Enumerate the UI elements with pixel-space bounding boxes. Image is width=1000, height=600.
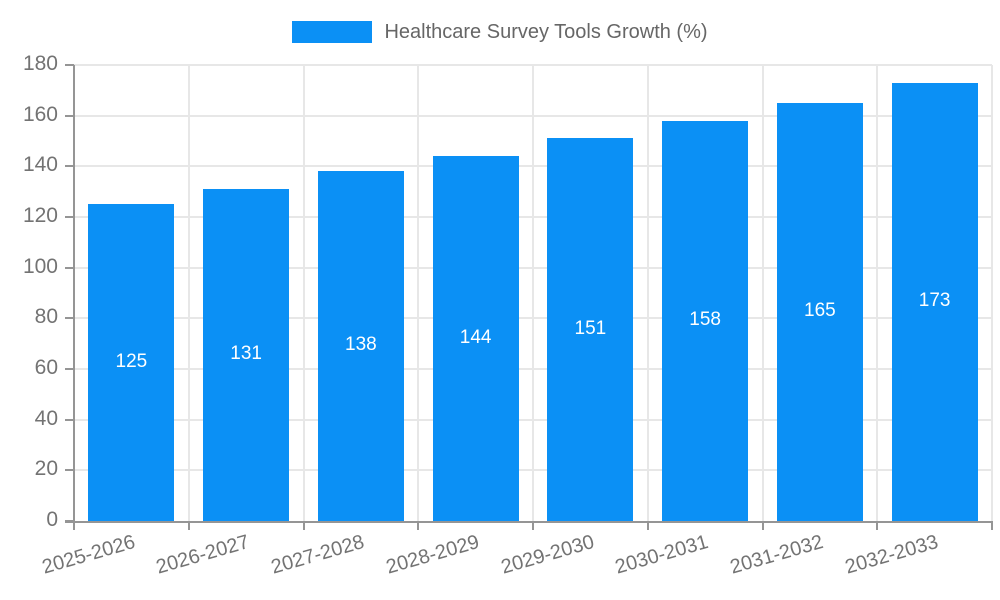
x-gridline — [532, 65, 534, 521]
y-axis-tick-label: 140 — [22, 153, 58, 177]
bar-value-label: 158 — [689, 308, 721, 330]
y-axis-tick — [65, 216, 74, 218]
x-gridline — [302, 65, 305, 521]
y-axis-tick — [65, 64, 74, 66]
x-axis-tick-label: 2030-2031 — [613, 531, 712, 579]
y-axis-tick — [65, 317, 74, 320]
x-axis-tick — [991, 521, 993, 530]
bar[interactable] — [776, 103, 863, 521]
bar[interactable] — [317, 171, 404, 521]
bar-value-label: 125 — [115, 350, 148, 372]
bar[interactable] — [547, 138, 634, 521]
x-axis-tick-label: 2031-2032 — [727, 531, 826, 579]
y-axis-line — [73, 65, 75, 530]
y-axis-tick — [65, 165, 74, 168]
x-axis-tick — [302, 521, 305, 530]
bar[interactable] — [432, 156, 519, 521]
bar[interactable] — [891, 82, 978, 521]
bar-value-label: 173 — [918, 289, 951, 311]
x-axis-line — [65, 521, 992, 523]
bar[interactable] — [88, 204, 175, 521]
y-axis-tick-label: 180 — [22, 52, 58, 75]
bar-value-label: 131 — [230, 343, 262, 365]
x-axis-tick — [417, 521, 420, 530]
y-axis-tick-label: 80 — [34, 305, 58, 329]
legend-swatch — [292, 21, 373, 43]
x-axis-tick — [187, 521, 190, 530]
bar-value-label: 144 — [459, 326, 492, 348]
bar-value-label: 151 — [574, 317, 607, 339]
y-axis-tick — [65, 114, 74, 117]
y-axis-tick-label: 120 — [22, 204, 58, 227]
x-axis-tick-label: 2032-2033 — [842, 531, 941, 579]
x-axis-tick — [646, 521, 649, 530]
y-axis-tick-label: 20 — [34, 457, 58, 481]
y-axis-tick-label: 60 — [34, 356, 58, 379]
bar-value-label: 165 — [804, 300, 836, 321]
x-axis-tick-label: 2028-2029 — [383, 531, 482, 579]
x-axis-tick-label: 2025-2026 — [39, 531, 138, 579]
x-axis-tick-label: 2026-2027 — [154, 531, 253, 579]
x-gridline — [187, 65, 190, 521]
x-gridline — [761, 65, 764, 521]
y-axis-tick-label: 0 — [46, 508, 58, 531]
y-axis-tick — [65, 368, 74, 370]
legend-label: Healthcare Survey Tools Growth (%) — [384, 20, 708, 43]
x-axis-tick — [532, 521, 534, 530]
y-axis-tick — [65, 266, 74, 269]
y-axis-tick-label: 40 — [34, 406, 58, 430]
x-gridline — [991, 65, 993, 521]
bar[interactable] — [662, 120, 749, 521]
x-axis-tick — [761, 521, 764, 530]
y-axis-tick-label: 100 — [22, 254, 58, 278]
x-axis-tick — [876, 521, 879, 530]
chart-legend[interactable]: Healthcare Survey Tools Growth (%) — [0, 19, 1000, 45]
x-gridline — [417, 65, 420, 521]
y-axis-tick-label: 160 — [22, 102, 58, 126]
y-axis-tick — [65, 469, 74, 472]
bar-value-label: 138 — [345, 334, 377, 356]
x-axis-tick-label: 2029-2030 — [498, 531, 597, 579]
x-gridline — [876, 65, 879, 521]
x-gridline — [646, 65, 649, 521]
x-axis-tick-label: 2027-2028 — [268, 531, 367, 579]
y-axis-tick — [65, 418, 74, 421]
bar[interactable] — [203, 189, 290, 521]
